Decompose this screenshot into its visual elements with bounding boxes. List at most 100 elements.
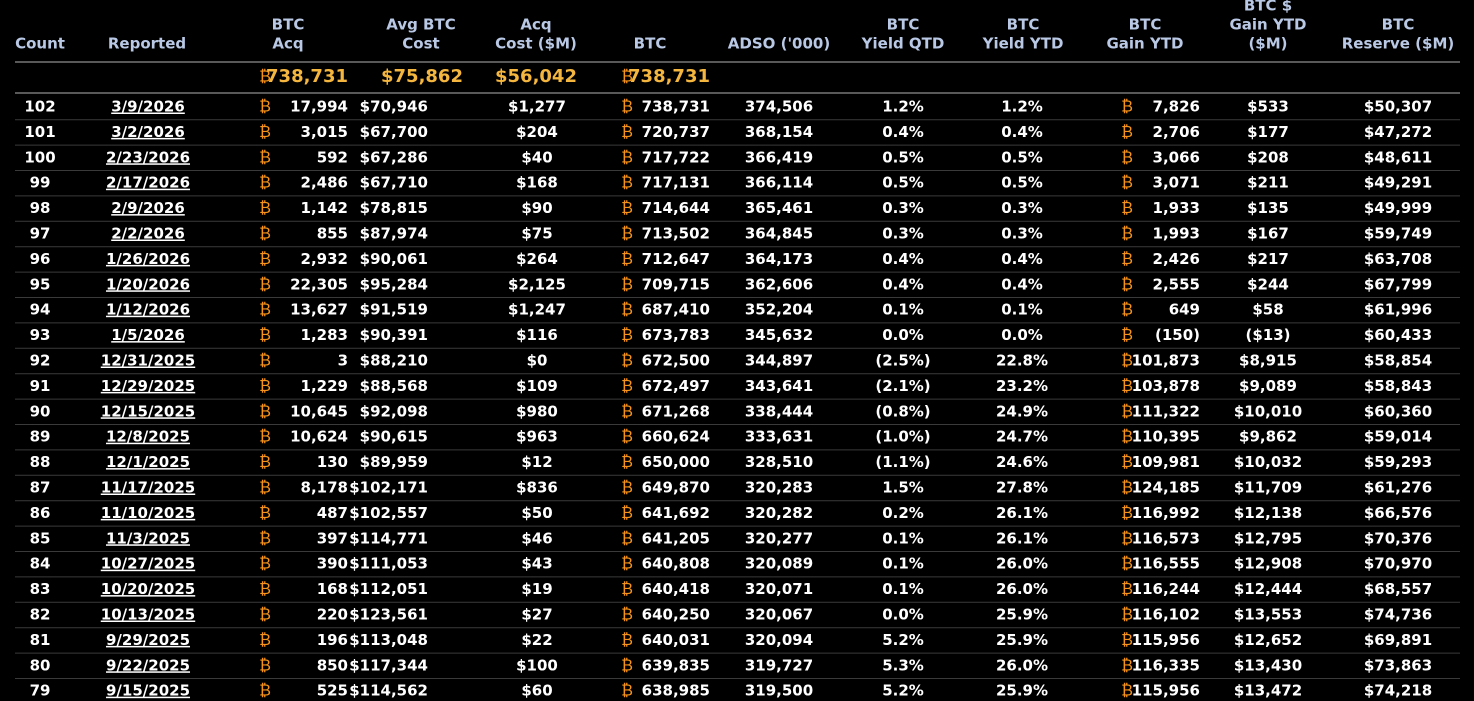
cell: 26.0% xyxy=(996,555,1048,573)
cell: $40 xyxy=(521,148,552,166)
report-link[interactable]: 12/1/2025 xyxy=(106,453,190,471)
btc-symbol: ₿ xyxy=(1121,224,1133,243)
cell: 709,715 xyxy=(642,275,710,293)
cell: 0.4% xyxy=(882,250,924,268)
cell: 0.1% xyxy=(882,580,924,598)
btc-symbol: ₿ xyxy=(1121,122,1133,141)
cell: $12,444 xyxy=(1234,580,1302,598)
cell: 3,071 xyxy=(1153,174,1200,192)
cell: $58,854 xyxy=(1364,352,1432,370)
cell: $102,557 xyxy=(349,504,428,522)
btc-symbol: ₿ xyxy=(621,630,633,649)
cell: 0.1% xyxy=(882,529,924,547)
cell: 26.1% xyxy=(996,529,1048,547)
cell: $11,709 xyxy=(1234,479,1302,497)
cell: $90,061 xyxy=(360,250,428,268)
cell: 365,461 xyxy=(745,199,813,217)
cell: 116,555 xyxy=(1132,555,1200,573)
cell: 116,244 xyxy=(1132,580,1200,598)
btc-symbol: ₿ xyxy=(621,376,633,395)
report-link[interactable]: 3/9/2026 xyxy=(111,98,185,116)
report-link[interactable]: 1/26/2026 xyxy=(106,250,190,268)
cell: 110,395 xyxy=(1132,428,1200,446)
report-link[interactable]: 12/15/2025 xyxy=(101,402,195,420)
report-link[interactable]: 10/13/2025 xyxy=(101,606,195,624)
cell: 712,647 xyxy=(642,250,710,268)
report-link[interactable]: 11/17/2025 xyxy=(101,479,195,497)
cell: 88 xyxy=(30,453,51,471)
cell: $70,376 xyxy=(1364,529,1432,547)
cell: 2,555 xyxy=(1153,275,1200,293)
cell: $13,553 xyxy=(1234,606,1302,624)
cell: $68,557 xyxy=(1364,580,1432,598)
report-link[interactable]: 1/20/2026 xyxy=(106,275,190,293)
report-link[interactable]: 9/29/2025 xyxy=(106,631,190,649)
cell: $9,862 xyxy=(1239,428,1297,446)
cell: 640,808 xyxy=(642,555,710,573)
cell: 0.2% xyxy=(882,504,924,522)
report-link[interactable]: 2/23/2026 xyxy=(106,148,190,166)
cell: $70,946 xyxy=(360,98,428,116)
cell: 319,500 xyxy=(745,682,813,700)
column-header: Gain YTD xyxy=(1106,35,1183,53)
column-header: Yield YTD xyxy=(982,35,1064,53)
report-link[interactable]: 2/2/2026 xyxy=(111,225,185,243)
cell: 0.4% xyxy=(882,275,924,293)
btc-symbol: ₿ xyxy=(259,528,271,547)
report-link[interactable]: 1/5/2026 xyxy=(111,326,185,344)
btc-symbol: ₿ xyxy=(621,681,633,700)
btc-symbol: ₿ xyxy=(259,224,271,243)
cell: 83 xyxy=(30,580,51,598)
cell: $60,433 xyxy=(1364,326,1432,344)
btc-symbol: ₿ xyxy=(621,97,633,116)
report-link[interactable]: 12/31/2025 xyxy=(101,352,195,370)
btc-symbol: ₿ xyxy=(621,198,633,217)
btc-symbol: ₿ xyxy=(1121,554,1133,573)
cell: 5.2% xyxy=(882,631,924,649)
report-link[interactable]: 2/9/2026 xyxy=(111,199,185,217)
report-link[interactable]: 12/8/2025 xyxy=(106,428,190,446)
cell: 592 xyxy=(317,148,348,166)
btc-symbol: ₿ xyxy=(1121,478,1133,497)
cell: 714,644 xyxy=(642,199,710,217)
cell: 320,277 xyxy=(745,529,813,547)
btc-symbol: ₿ xyxy=(621,503,633,522)
cell: 10,645 xyxy=(290,402,348,420)
btc-symbol: ₿ xyxy=(259,351,271,370)
report-link[interactable]: 10/27/2025 xyxy=(101,555,195,573)
cell: 116,992 xyxy=(1132,504,1200,522)
report-link[interactable]: 12/29/2025 xyxy=(101,377,195,395)
cell: 8,178 xyxy=(301,479,348,497)
cell: 0.5% xyxy=(1001,174,1043,192)
cell: 525 xyxy=(317,682,348,700)
cell: 1.2% xyxy=(882,98,924,116)
cell: $244 xyxy=(1247,275,1289,293)
cell: $67,799 xyxy=(1364,275,1432,293)
report-link[interactable]: 11/3/2025 xyxy=(106,529,190,547)
report-link[interactable]: 1/12/2026 xyxy=(106,301,190,319)
cell: 374,506 xyxy=(745,98,813,116)
cell: 94 xyxy=(30,301,51,319)
cell: 86 xyxy=(30,504,51,522)
btc-symbol: ₿ xyxy=(621,579,633,598)
report-link[interactable]: 9/15/2025 xyxy=(106,682,190,700)
column-header: Yield QTD xyxy=(861,35,945,53)
cell: 103,878 xyxy=(1132,377,1200,395)
report-link[interactable]: 11/10/2025 xyxy=(101,504,195,522)
report-link[interactable]: 2/17/2026 xyxy=(106,174,190,192)
report-link[interactable]: 9/22/2025 xyxy=(106,656,190,674)
cell: 0.3% xyxy=(1001,225,1043,243)
btc-symbol: ₿ xyxy=(621,147,633,166)
report-link[interactable]: 10/20/2025 xyxy=(101,580,195,598)
cell: $50 xyxy=(521,504,552,522)
cell: 79 xyxy=(30,682,51,700)
cell: 124,185 xyxy=(1132,479,1200,497)
cell: 717,131 xyxy=(642,174,710,192)
cell: (150) xyxy=(1155,326,1200,344)
cell: 0.4% xyxy=(1001,275,1043,293)
cell: 855 xyxy=(317,225,348,243)
cell: (2.5%) xyxy=(875,352,930,370)
btc-symbol: ₿ xyxy=(621,478,633,497)
column-header: Cost xyxy=(402,35,439,53)
report-link[interactable]: 3/2/2026 xyxy=(111,123,185,141)
